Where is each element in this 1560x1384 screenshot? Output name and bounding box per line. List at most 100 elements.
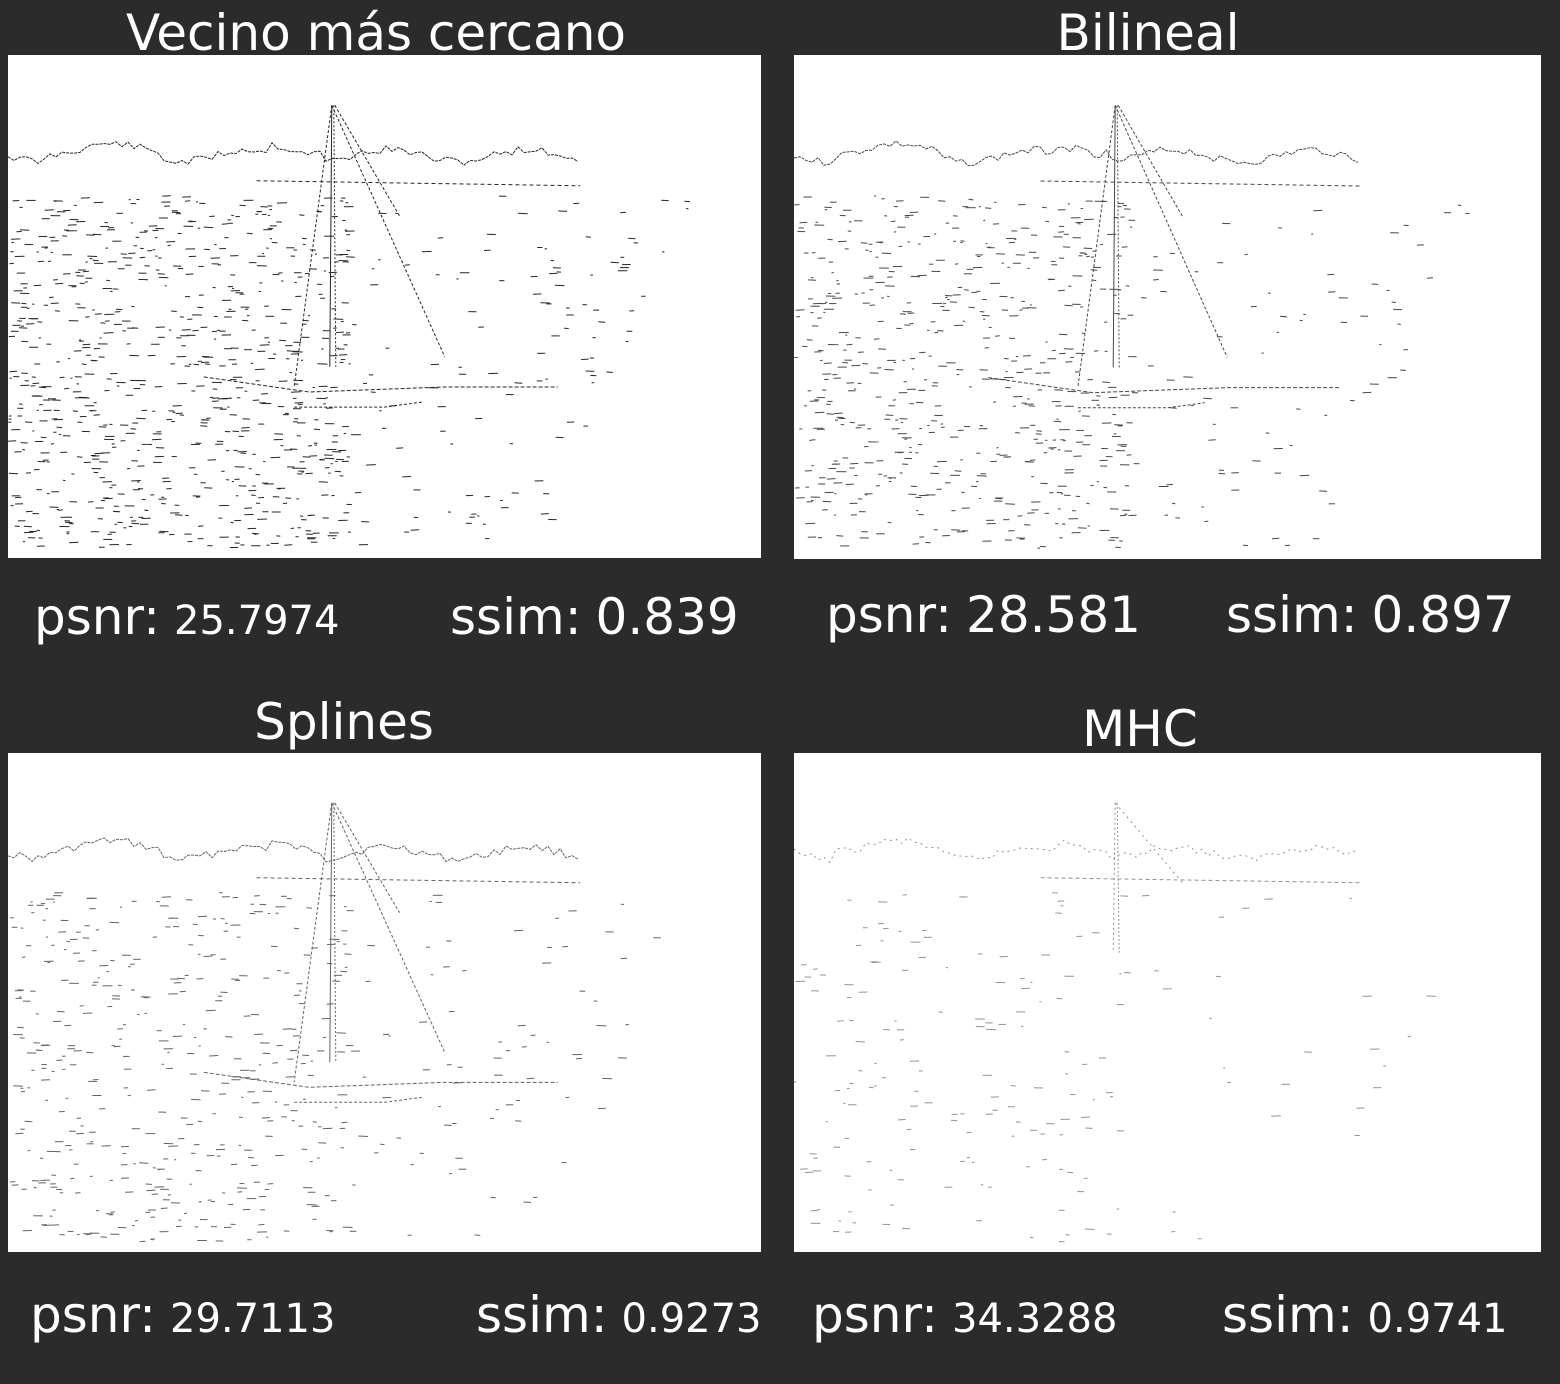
water-edge-dash [106, 279, 111, 282]
ssim-metric: ssim: 0.9273 [476, 1290, 762, 1340]
mast-edge [1116, 802, 1120, 953]
ssim-metric: ssim: 0.839 [450, 592, 739, 642]
water-edge-dash [1166, 483, 1174, 486]
water-edge-dash [131, 480, 141, 482]
water-edge-dash [565, 1096, 570, 1099]
water-edge-dash [139, 256, 146, 259]
water-edge-dash [1096, 404, 1100, 406]
water-edge-dash [1005, 503, 1015, 505]
edge-map-svg [8, 105, 691, 548]
water-edge-dash [956, 369, 964, 371]
water-edge-dash [166, 241, 176, 243]
water-edge-dash [333, 318, 344, 320]
water-edge-dash [35, 1013, 39, 1015]
water-edge-dash [850, 462, 859, 465]
rigging-edge [331, 802, 446, 1053]
water-edge-dash [147, 1089, 156, 1091]
water-edge-dash [951, 529, 961, 531]
water-edge-dash [979, 311, 985, 313]
water-edge-dash [89, 257, 93, 260]
water-edge-dash [26, 323, 35, 325]
water-edge-dash [241, 427, 250, 429]
water-edge-dash [862, 363, 869, 365]
water-edge-dash [251, 532, 260, 535]
water-edge-dash [203, 226, 214, 229]
water-edge-dash [19, 229, 30, 231]
water-edge-dash [151, 438, 162, 441]
water-edge-dash [75, 1192, 81, 1194]
water-edge-dash [246, 232, 253, 235]
water-edge-dash [1141, 894, 1150, 897]
water-edge-dash [63, 273, 71, 275]
water-edge-dash [274, 433, 284, 435]
water-edge-dash [100, 322, 106, 324]
water-edge-dash [66, 531, 70, 533]
hull-edge [203, 376, 558, 393]
rigging-edge [1114, 802, 1183, 884]
water-edge-dash [1064, 304, 1073, 307]
water-edge-dash [1299, 474, 1310, 477]
water-edge-dash [181, 329, 191, 331]
water-edge-dash [234, 542, 240, 544]
ssim-label: ssim: [450, 588, 582, 646]
water-edge-dash [58, 433, 62, 436]
ssim-metric: ssim: 0.897 [1226, 590, 1515, 640]
mast-edge [329, 802, 333, 1063]
water-edge-dash [92, 233, 102, 236]
water-edge-dash [131, 522, 140, 525]
water-edge-dash [56, 426, 63, 429]
water-edge-dash [1457, 204, 1462, 206]
water-edge-dash [962, 320, 966, 322]
treeline-edge [794, 837, 1359, 864]
water-edge-dash [971, 1161, 975, 1164]
water-edge-dash [36, 251, 39, 253]
water-edge-dash [31, 376, 36, 378]
water-edge-dash [203, 955, 213, 957]
panel-title: MHC [1082, 700, 1198, 758]
hull-edge [988, 377, 1340, 394]
water-edge-dash [21, 302, 27, 305]
water-edge-dash [960, 241, 963, 244]
water-edge-dash [19, 1037, 25, 1039]
mast-edge [1116, 105, 1120, 368]
water-edge-dash [220, 918, 225, 920]
water-edge-dash [90, 1141, 93, 1143]
water-edge-dash [336, 1032, 346, 1034]
water-edge-dash [354, 491, 362, 494]
water-edge-dash [50, 302, 59, 304]
water-edge-dash [817, 349, 824, 352]
water-edge-dash [1204, 520, 1209, 523]
water-edge-dash [76, 1233, 80, 1236]
water-edge-dash [836, 535, 844, 537]
water-edge-dash [82, 270, 89, 273]
water-edge-dash [1126, 454, 1132, 456]
water-edge-dash [321, 348, 324, 350]
water-edge-dash [290, 1049, 298, 1052]
water-edge-dash [1102, 381, 1111, 383]
water-edge-dash [344, 953, 352, 955]
water-edge-dash [136, 417, 146, 420]
edge-map-svg [794, 105, 1470, 549]
water-edge-dash [54, 310, 60, 312]
water-edge-dash [171, 310, 177, 312]
water-edge-dash [167, 1194, 172, 1196]
water-edge-dash [1086, 502, 1090, 505]
hull-edge [294, 1096, 423, 1103]
water-edge-dash [361, 521, 370, 523]
rigging-edge [334, 802, 400, 913]
water-edge-dash [1121, 246, 1128, 248]
water-edge-dash [800, 1168, 808, 1170]
water-edge-dash [975, 1025, 985, 1028]
water-edge-dash [1119, 514, 1127, 517]
water-edge-dash [1104, 321, 1108, 323]
water-edge-dash [1041, 1158, 1048, 1161]
water-edge-dash [87, 501, 94, 503]
ssim-value: 0.9741 [1367, 1296, 1508, 1342]
water-edge-dash [151, 1193, 159, 1195]
rigging-edge [1117, 105, 1183, 217]
water-edge-dash [1010, 1085, 1016, 1087]
water-edge-dash [168, 1145, 179, 1147]
water-edge-dash [861, 292, 865, 294]
water-edge-dash [44, 209, 54, 211]
water-edge-dash [1045, 220, 1050, 223]
